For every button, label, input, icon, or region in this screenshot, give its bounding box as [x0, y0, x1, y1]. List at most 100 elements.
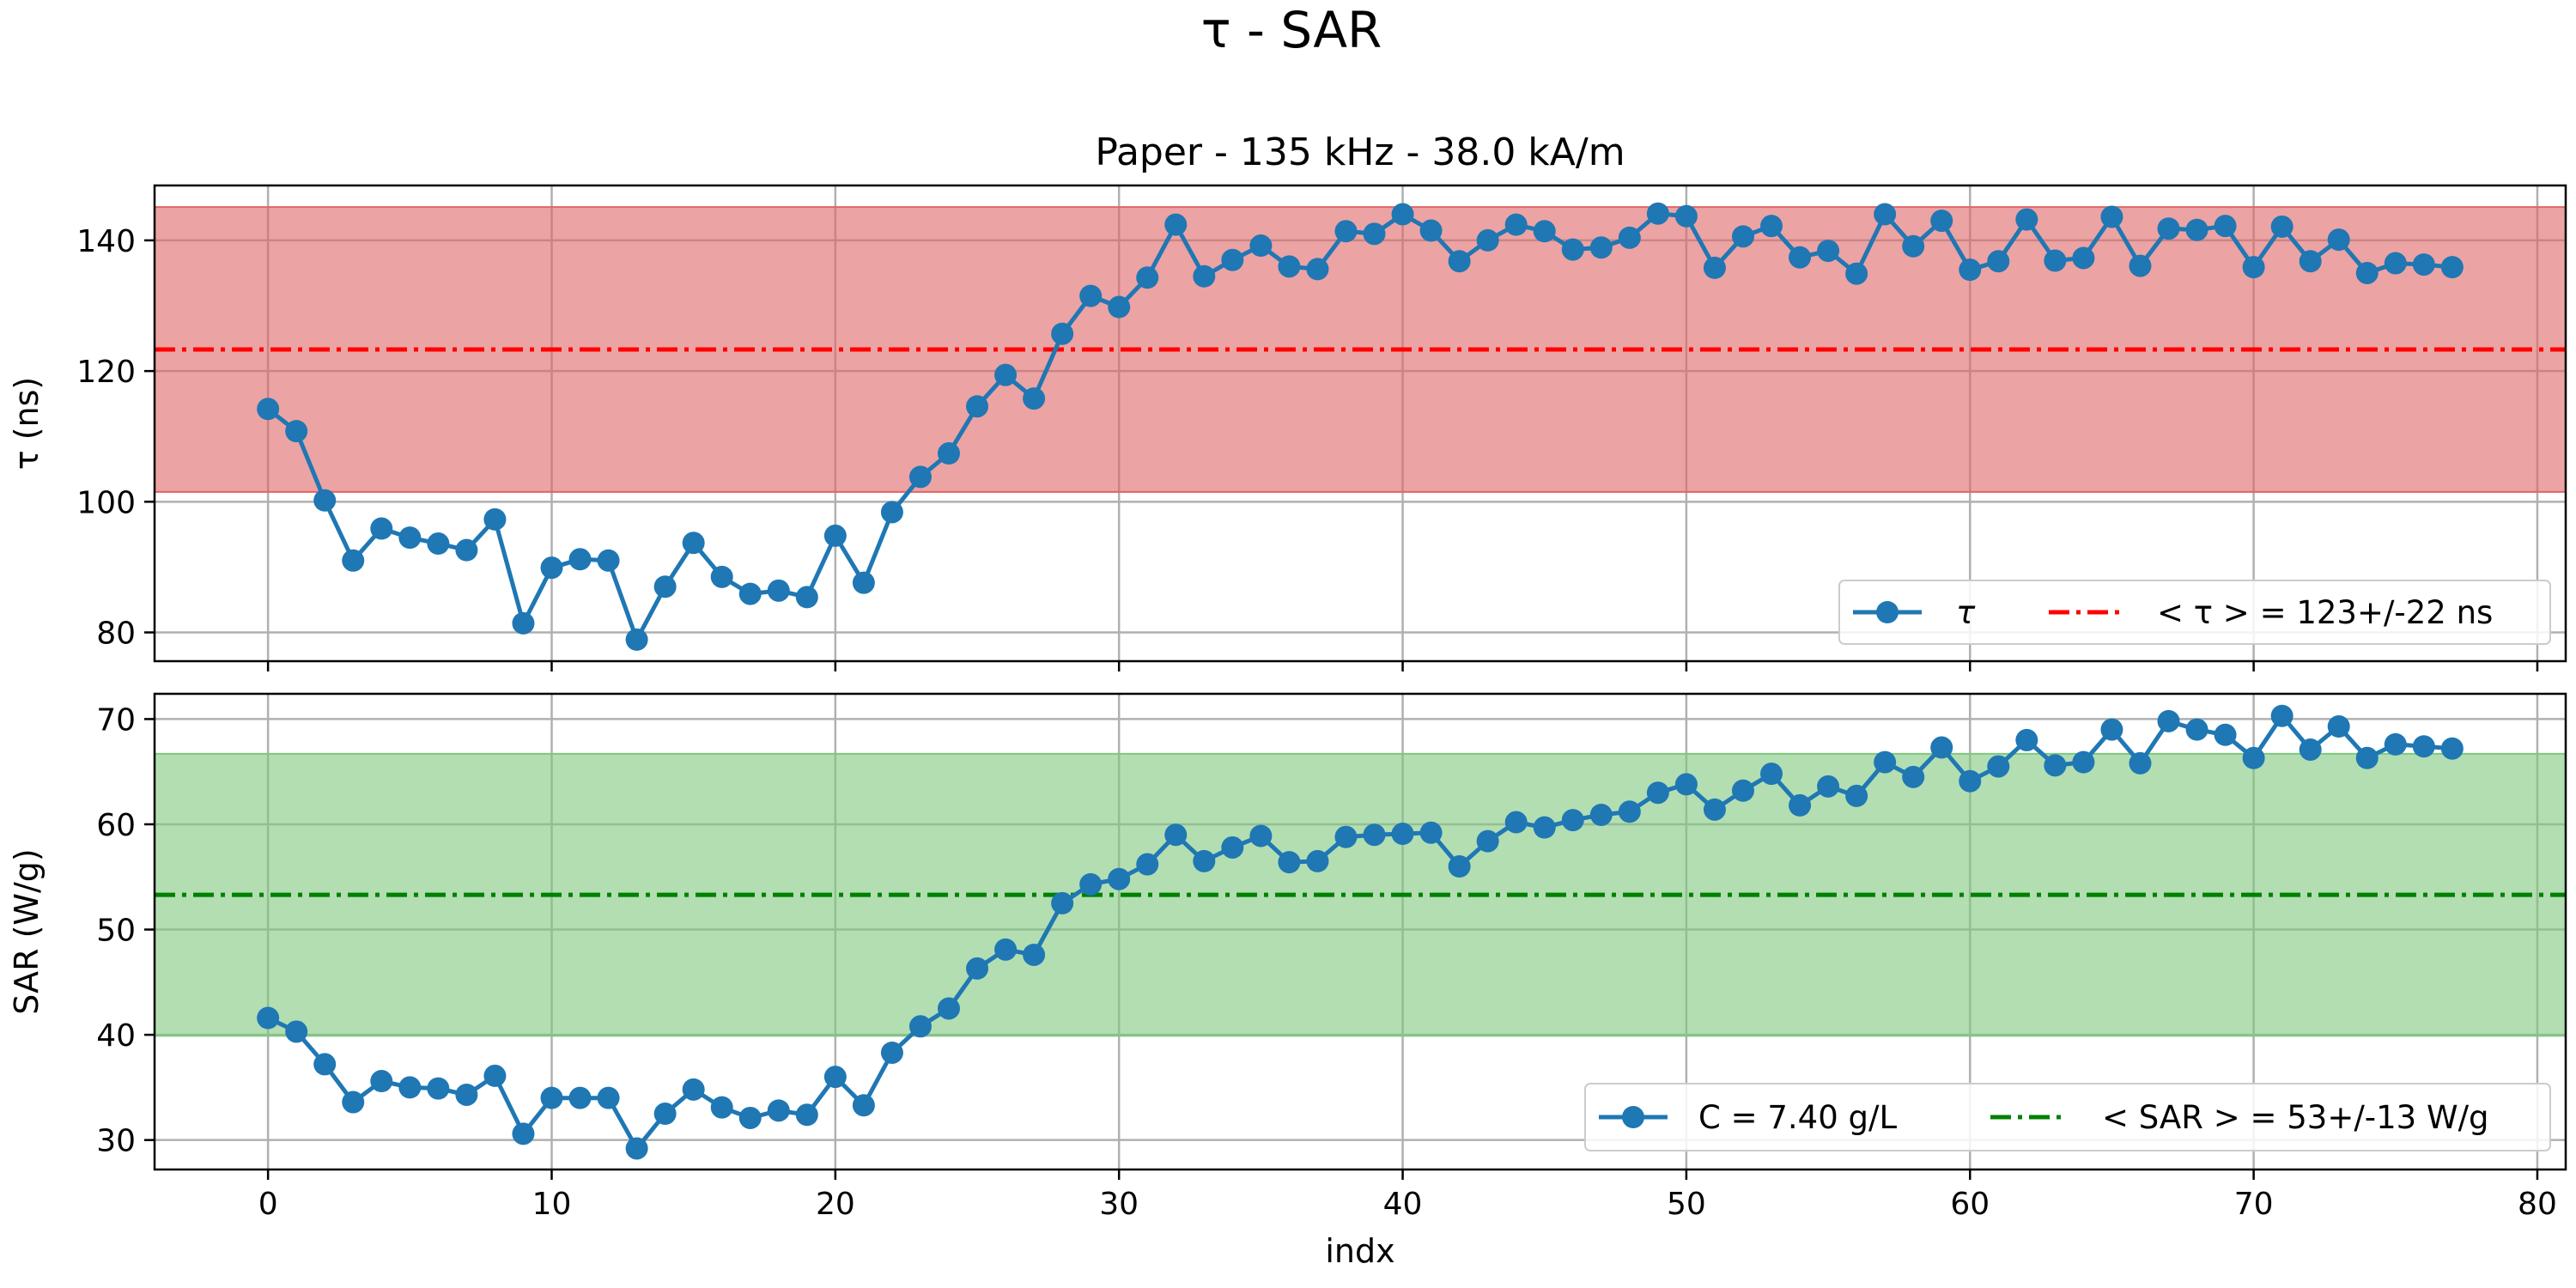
tau-ytick-label: 100	[76, 485, 136, 520]
tau-legend-mean-label: < τ > = 123+/-22 ns	[2157, 594, 2493, 631]
tau-data-point	[285, 420, 308, 443]
sar-data-point	[2299, 738, 2322, 761]
sar-data-point	[1419, 821, 1443, 844]
tau-data-point	[2327, 228, 2350, 252]
sar-data-point	[852, 1094, 875, 1117]
tau-data-point	[597, 549, 620, 572]
sar-data-point	[1306, 849, 1329, 872]
tau-data-point	[2355, 261, 2379, 284]
sar-data-point	[908, 1015, 932, 1038]
tau-data-point	[1789, 246, 1812, 269]
tau-data-point	[625, 628, 648, 651]
sar-data-point	[1079, 872, 1103, 896]
sar-data-point	[1136, 853, 1159, 876]
sar-data-point	[966, 957, 989, 980]
tau-data-point	[1902, 234, 1925, 258]
tau-data-point	[512, 611, 535, 635]
tau-data-point	[1618, 226, 1641, 249]
tau-ytick-label: 120	[76, 355, 136, 390]
sar-data-point	[1249, 824, 1273, 848]
sar-data-point	[2242, 746, 2265, 769]
sar-ytick-label: 40	[96, 1018, 136, 1054]
tau-ytick-label: 80	[96, 617, 136, 652]
sar-ytick-label: 70	[96, 702, 136, 738]
tau-data-point	[1646, 202, 1669, 225]
tau-data-point	[795, 586, 818, 609]
sar-data-point	[2044, 754, 2067, 777]
tau-data-point	[1561, 238, 1584, 261]
tau-data-point	[2384, 252, 2407, 275]
sar-data-point	[1504, 811, 1528, 834]
sar-data-point	[880, 1041, 903, 1064]
tau-data-point	[455, 538, 478, 562]
tau-data-point	[1731, 225, 1754, 248]
sar-xtick-label: 60	[1950, 1187, 1990, 1222]
tau-data-point	[1249, 234, 1273, 258]
sar-xtick-label: 0	[258, 1187, 278, 1222]
sar-data-point	[682, 1078, 705, 1101]
sar-data-point	[2327, 714, 2350, 738]
sar-ytick-label: 60	[96, 808, 136, 843]
tau-data-point	[1448, 250, 1471, 273]
tau-data-point	[342, 549, 365, 572]
tau-data-point	[994, 363, 1018, 386]
tau-data-point	[1193, 264, 1216, 288]
tau-data-point	[1476, 228, 1499, 252]
sar-data-point	[455, 1083, 478, 1106]
tau-data-point	[1023, 387, 1046, 410]
sar-data-point	[1363, 823, 1386, 847]
sar-data-point	[1987, 755, 2010, 778]
tau-legend-marker	[1876, 601, 1899, 623]
sar-data-point	[2129, 751, 2152, 775]
tau-data-point	[2100, 205, 2123, 228]
tau-legend-box	[1838, 580, 2551, 645]
tau-data-point	[1959, 258, 1982, 282]
sar-data-point	[1731, 779, 1754, 802]
tau-data-point	[2299, 250, 2322, 273]
sar-data-point	[738, 1106, 762, 1129]
sar-data-point	[994, 938, 1018, 961]
sar-data-point	[2100, 718, 2123, 741]
tau-data-point	[2129, 254, 2152, 277]
sar-xtick-label: 20	[816, 1187, 855, 1222]
tau-data-point	[1306, 258, 1329, 281]
tau-data-point	[1391, 203, 1414, 226]
sar-data-point	[597, 1086, 620, 1109]
tau-y-axis-label: τ (ns)	[8, 377, 46, 471]
sar-data-point	[427, 1077, 450, 1100]
sar-axes-frame	[153, 692, 2567, 1171]
tau-data-point	[1504, 213, 1528, 236]
sar-data-point	[1845, 784, 1868, 807]
tau-axes-frame	[153, 184, 2567, 663]
sar-data-point	[1164, 823, 1188, 847]
sar-data-point	[1789, 793, 1812, 817]
tau-data-point	[1674, 204, 1698, 228]
sar-data-point	[1959, 769, 1982, 793]
sar-data-point	[625, 1137, 648, 1160]
tau-data-point	[852, 571, 875, 594]
sar-data-point	[1023, 943, 1046, 966]
sar-legend-series-symbol	[1599, 1106, 1668, 1128]
sar-xtick-label: 70	[2234, 1187, 2274, 1222]
sar-data-point	[1533, 816, 1556, 839]
sar-ytick-label: 50	[96, 914, 136, 949]
sar-data-point	[2384, 732, 2407, 756]
tau-data-point	[1108, 295, 1131, 319]
sar-data-point	[1448, 855, 1471, 878]
sar-data-point	[2072, 750, 2095, 774]
sar-xtick-label: 50	[1667, 1187, 1706, 1222]
tau-data-point	[2270, 215, 2293, 238]
sar-xtick-label: 10	[532, 1187, 572, 1222]
tau-ytick-label: 140	[76, 224, 136, 259]
tau-data-point	[1533, 220, 1556, 243]
tau-data-point	[1987, 250, 2010, 273]
tau-data-point	[1703, 256, 1726, 279]
tau-data-point	[1874, 203, 1897, 226]
sar-data-point	[2015, 728, 2038, 751]
tau-data-point	[1363, 222, 1386, 246]
sar-data-point	[795, 1103, 818, 1127]
sar-legend-series-label: C = 7.40 g/L	[1698, 1099, 1897, 1136]
sar-data-point	[1391, 823, 1414, 846]
sar-data-point	[1108, 867, 1131, 890]
sar-axis-ticks: 0 10 20 30 40 50 60 70 80 30 40 50 60 70	[96, 702, 2557, 1222]
